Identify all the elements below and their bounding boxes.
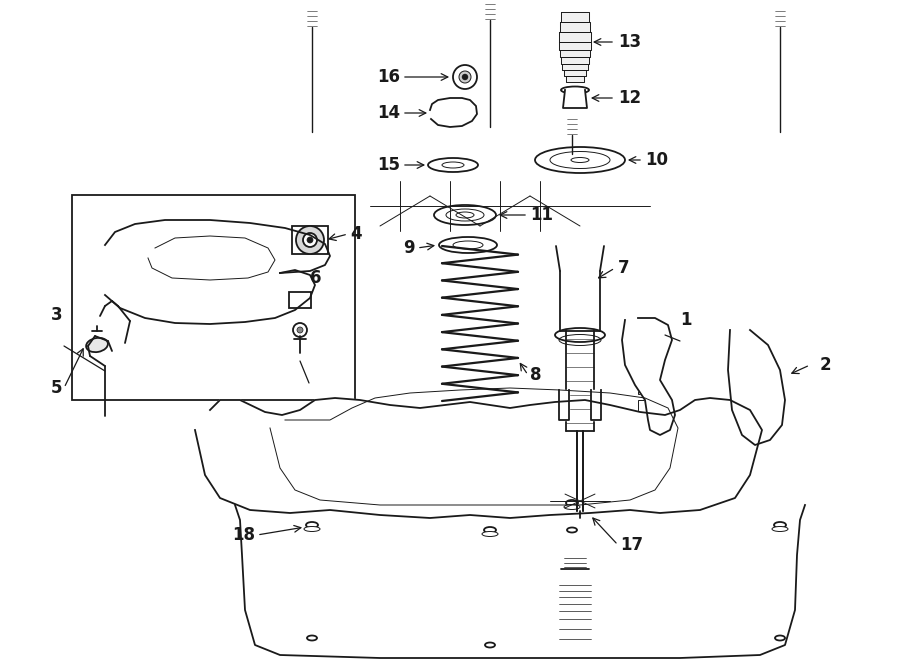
Ellipse shape: [535, 147, 625, 173]
Text: 1: 1: [680, 311, 691, 329]
Circle shape: [307, 237, 313, 243]
Text: 5: 5: [50, 379, 62, 397]
Bar: [289, 292, 311, 308]
Polygon shape: [559, 42, 591, 50]
Bar: [292, 226, 328, 254]
Circle shape: [297, 327, 303, 333]
Ellipse shape: [567, 527, 577, 533]
Ellipse shape: [434, 205, 496, 225]
Circle shape: [296, 226, 324, 254]
Polygon shape: [561, 57, 589, 64]
Text: 7: 7: [618, 259, 630, 277]
Polygon shape: [559, 32, 591, 42]
Ellipse shape: [775, 635, 785, 641]
Ellipse shape: [571, 157, 589, 163]
Polygon shape: [560, 50, 590, 57]
Text: 16: 16: [377, 68, 400, 86]
Polygon shape: [561, 12, 589, 22]
Text: 18: 18: [232, 526, 255, 544]
Circle shape: [737, 365, 777, 405]
Polygon shape: [566, 76, 584, 82]
Text: 3: 3: [50, 306, 62, 324]
Ellipse shape: [561, 87, 589, 93]
Text: 8: 8: [530, 366, 542, 384]
Ellipse shape: [428, 158, 478, 172]
Bar: [638, 378, 648, 394]
Ellipse shape: [306, 522, 318, 528]
Polygon shape: [559, 390, 569, 420]
Bar: [72, 195, 355, 400]
Ellipse shape: [304, 527, 320, 531]
Polygon shape: [235, 505, 805, 658]
Text: 2: 2: [820, 356, 832, 374]
Ellipse shape: [484, 527, 496, 533]
Ellipse shape: [555, 328, 605, 342]
Polygon shape: [564, 70, 586, 76]
Circle shape: [459, 71, 471, 83]
Ellipse shape: [439, 237, 497, 253]
Text: 13: 13: [618, 33, 641, 51]
Circle shape: [303, 233, 317, 247]
Text: 17: 17: [620, 536, 643, 554]
Text: 12: 12: [618, 89, 641, 107]
Ellipse shape: [564, 504, 580, 510]
Text: 11: 11: [530, 206, 553, 224]
Text: 4: 4: [350, 225, 362, 243]
Polygon shape: [562, 64, 588, 70]
Ellipse shape: [772, 527, 788, 531]
Polygon shape: [195, 398, 762, 518]
Ellipse shape: [485, 642, 495, 648]
Bar: [577, 150, 583, 230]
Bar: [638, 400, 648, 414]
Bar: [638, 352, 648, 370]
Polygon shape: [430, 98, 477, 127]
Circle shape: [453, 65, 477, 89]
Ellipse shape: [566, 500, 578, 506]
Text: 10: 10: [645, 151, 668, 169]
Circle shape: [293, 323, 307, 337]
Text: 15: 15: [377, 156, 400, 174]
Polygon shape: [591, 390, 601, 420]
Text: 14: 14: [377, 104, 400, 122]
Polygon shape: [560, 22, 590, 32]
Polygon shape: [728, 330, 785, 445]
Ellipse shape: [774, 522, 786, 528]
Ellipse shape: [482, 531, 498, 537]
Polygon shape: [563, 90, 587, 108]
Ellipse shape: [307, 635, 317, 641]
Text: 6: 6: [310, 269, 321, 287]
Text: 9: 9: [403, 239, 415, 257]
Polygon shape: [622, 318, 675, 435]
Ellipse shape: [86, 338, 108, 352]
Circle shape: [462, 74, 468, 80]
